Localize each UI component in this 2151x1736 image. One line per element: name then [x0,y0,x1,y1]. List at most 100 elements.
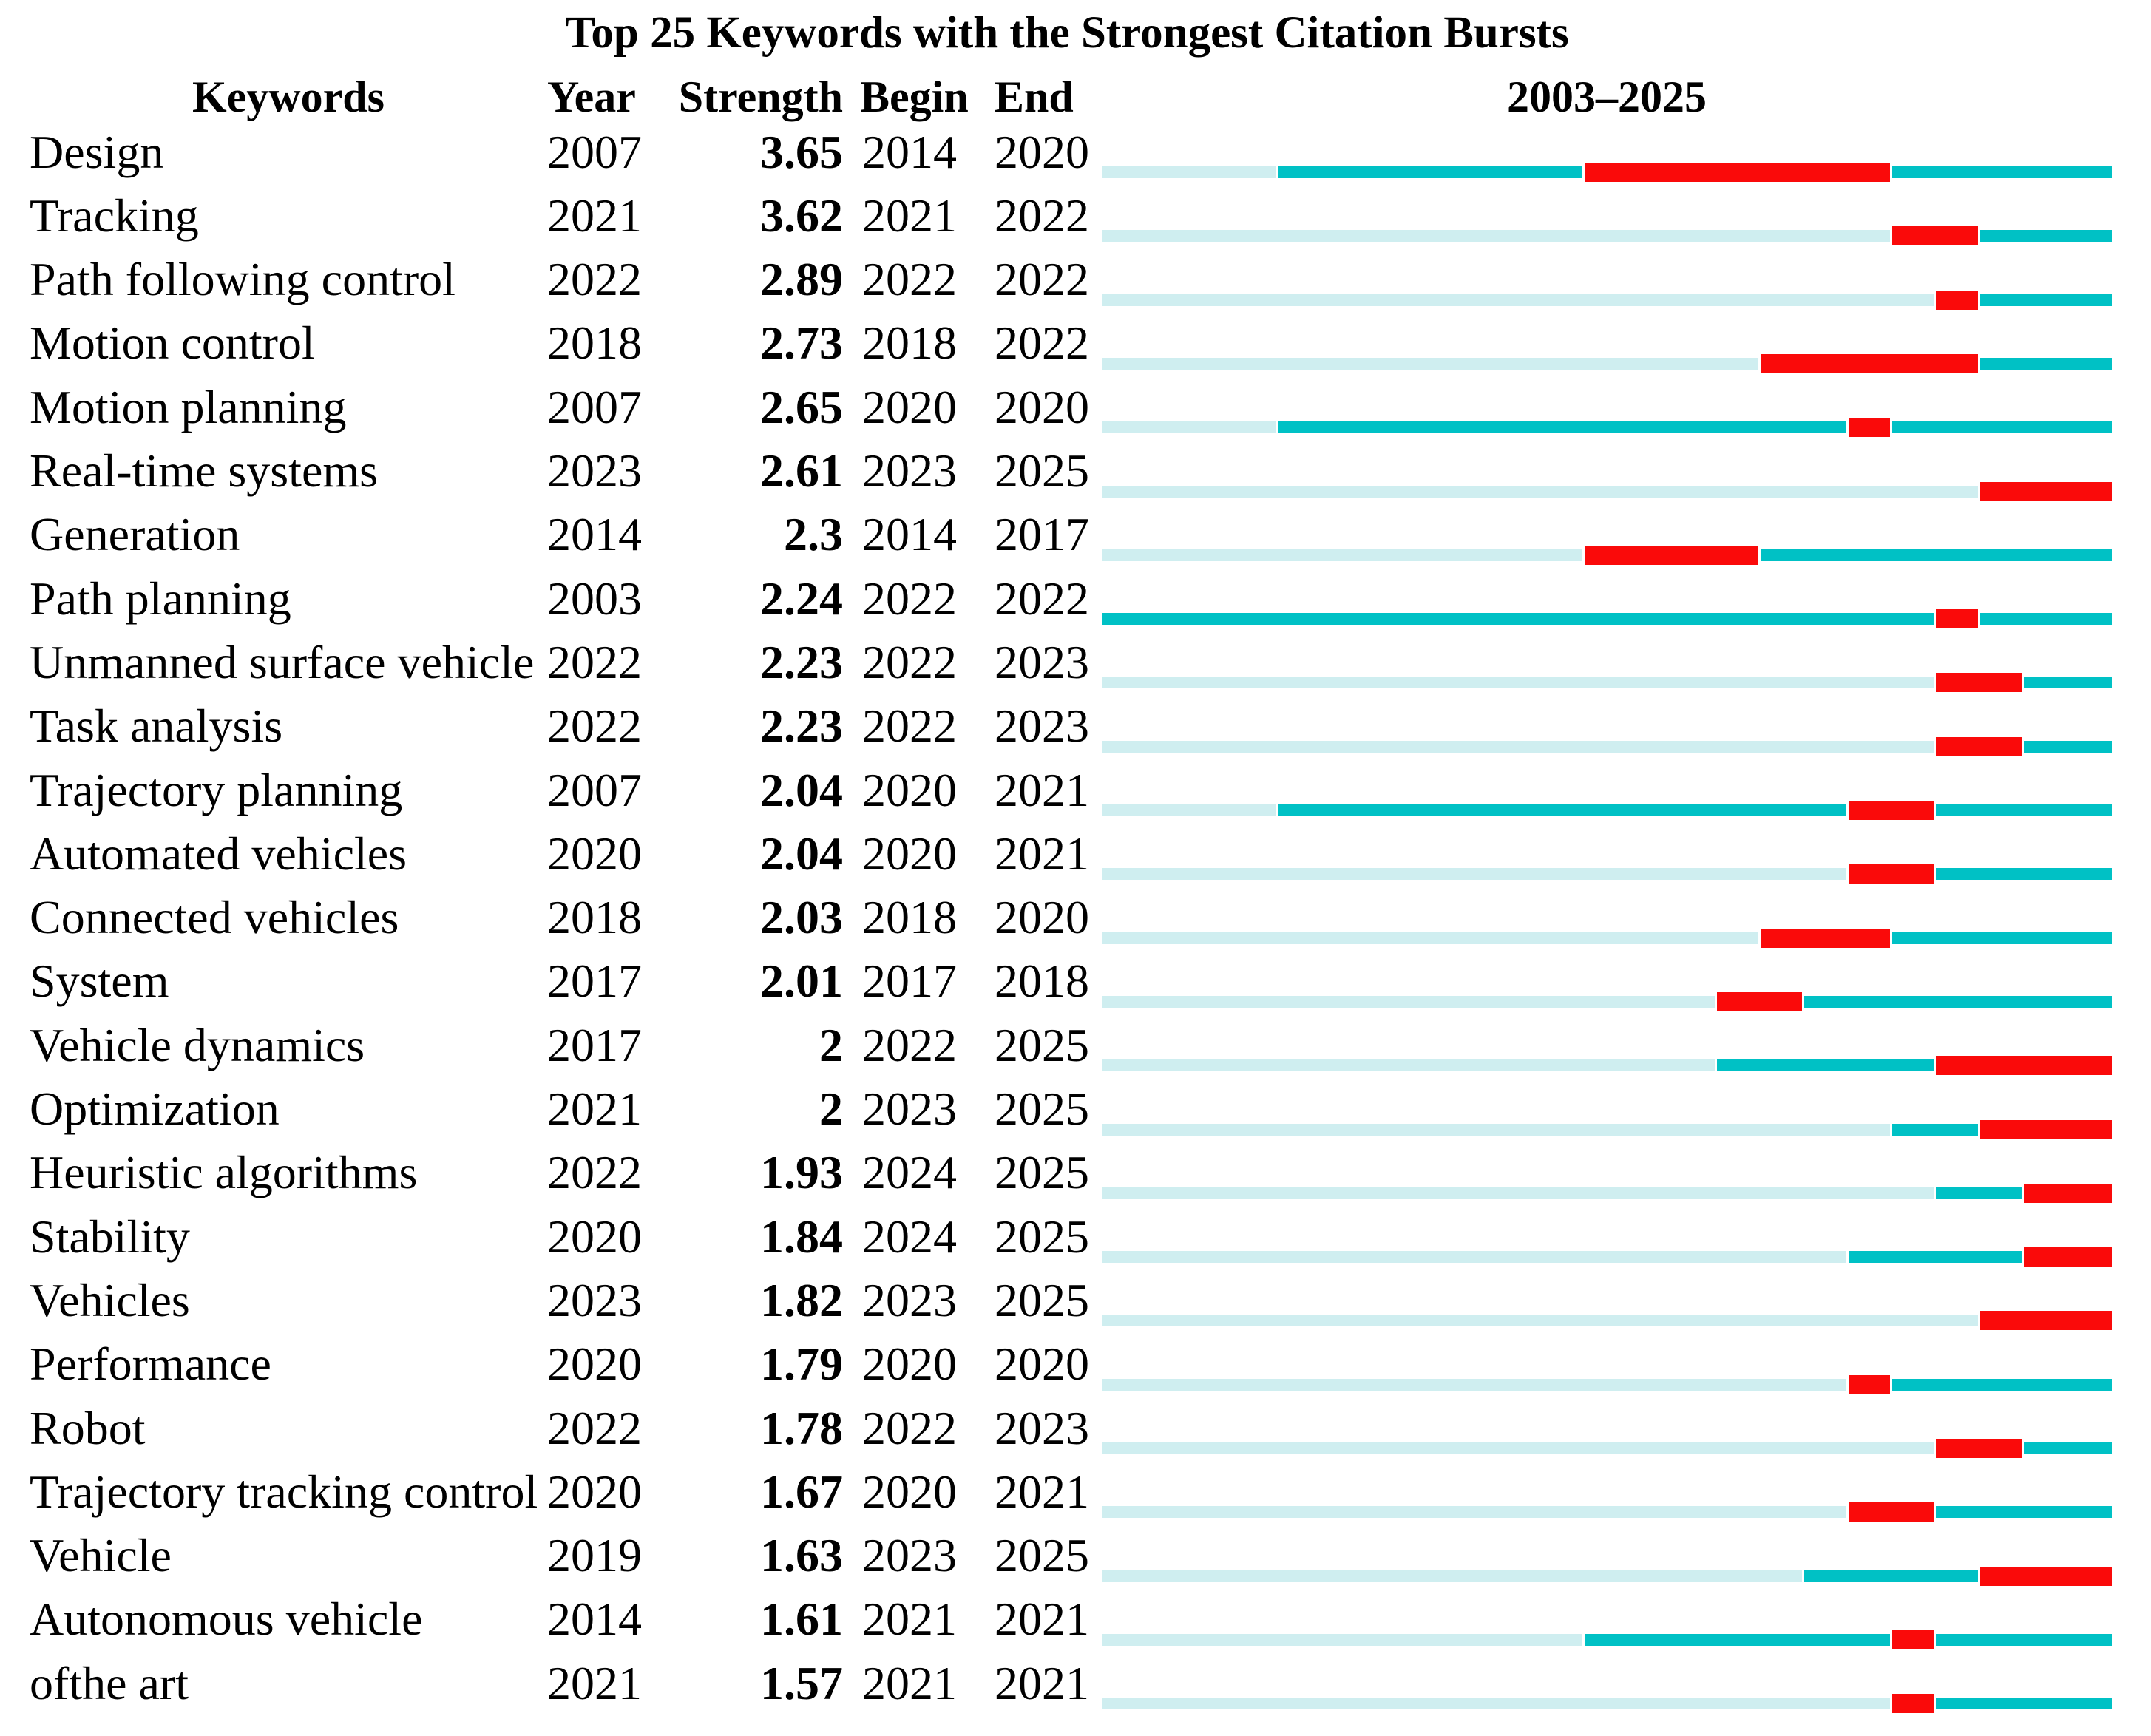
column-header-end: End [995,72,1074,121]
burst-segment [1848,418,1891,438]
burst-segment [1585,163,1890,182]
year-cell: 2021 [547,1656,642,1709]
timeline-bar [1102,1055,2112,1076]
end-cell: 2025 [995,1018,1089,1071]
begin-cell: 2021 [862,1656,957,1709]
timeline-bar [1102,736,2112,757]
end-cell: 2022 [995,253,1089,306]
pre-appearance-segment [1102,230,1890,243]
begin-cell: 2024 [862,1210,957,1263]
keyword-cell: Heuristic algorithms [30,1146,418,1199]
end-cell: 2020 [995,380,1089,433]
table-row: Vehicle dynamics 2017 2 2022 2025 [0,1013,2151,1077]
pre-appearance-segment [1102,421,1276,434]
end-cell: 2017 [995,508,1089,561]
begin-cell: 2022 [862,699,957,753]
active-segment [1848,1251,2022,1264]
keyword-cell: Vehicle [30,1529,172,1582]
timeline-bar [1102,800,2112,821]
begin-cell: 2014 [862,508,957,561]
strength-cell: 1.67 [760,1465,843,1518]
end-cell: 2021 [995,763,1089,816]
burst-segment [1716,991,1803,1011]
year-cell: 2022 [547,635,642,688]
pre-appearance-segment [1102,1506,1846,1519]
active-segment [1936,1633,2112,1646]
burst-segment [1936,736,2022,756]
begin-cell: 2023 [862,444,957,497]
active-segment [1892,421,2112,434]
strength-cell: 1.82 [760,1273,843,1326]
begin-cell: 2022 [862,572,957,625]
keyword-cell: Optimization [30,1082,280,1135]
table-row: Generation 2014 2.3 2014 2017 [0,503,2151,567]
timeline-bar [1102,1183,2112,1204]
strength-cell: 2.03 [760,891,843,944]
end-cell: 2023 [995,635,1089,688]
table-row: Connected vehicles 2018 2.03 2018 2020 [0,886,2151,950]
begin-cell: 2022 [862,253,957,306]
active-segment [2024,740,2112,753]
end-cell: 2020 [995,1337,1089,1391]
keyword-cell: Motion planning [30,380,347,433]
year-cell: 2022 [547,253,642,306]
begin-cell: 2020 [862,1465,957,1518]
timeline-bar [1102,290,2112,311]
burst-segment [2024,1183,2112,1203]
keyword-cell: Task analysis [30,699,283,753]
strength-cell: 2.24 [760,572,843,625]
active-segment [1716,1059,1934,1072]
begin-cell: 2022 [862,1401,957,1454]
year-cell: 2018 [547,316,642,370]
burst-segment [1936,1056,2112,1076]
year-cell: 2003 [547,572,642,625]
year-cell: 2022 [547,1401,642,1454]
pre-appearance-segment [1102,1633,1583,1646]
year-cell: 2020 [547,1337,642,1391]
table-row: Vehicle 2019 1.63 2023 2025 [0,1524,2151,1588]
begin-cell: 2018 [862,891,957,944]
column-header-begin: Begin [860,72,969,121]
active-segment [1277,421,1846,434]
active-segment [1979,613,2112,625]
year-cell: 2023 [547,444,642,497]
timeline-bar [1102,162,2112,183]
active-segment [1892,166,2112,178]
burst-segment [1848,801,1934,820]
active-segment [1760,549,2112,561]
active-segment [2024,1442,2112,1454]
burst-segment [1979,1566,2112,1586]
keyword-cell: Automated vehicles [30,827,407,880]
pre-appearance-segment [1102,740,1934,753]
burst-segment [1936,609,1978,629]
year-cell: 2017 [547,955,642,1008]
table-row: Optimization 2021 2 2023 2025 [0,1077,2151,1142]
figure-title: Top 25 Keywords with the Strongest Citat… [565,8,1569,58]
begin-cell: 2023 [862,1529,957,1582]
active-segment [2024,677,2112,689]
timeline-bar [1102,991,2112,1012]
pre-appearance-segment [1102,1698,1890,1710]
active-segment [1936,1187,2022,1199]
begin-cell: 2023 [862,1273,957,1326]
year-cell: 2023 [547,1273,642,1326]
table-row: Trajectory planning 2007 2.04 2020 2021 [0,758,2151,822]
strength-cell: 2.01 [760,955,843,1008]
table-row: Design 2007 3.65 2014 2020 [0,120,2151,184]
timeline-bar [1102,226,2112,246]
timeline-bar [1102,1502,2112,1522]
active-segment [1936,1698,2112,1710]
keyword-cell: Connected vehicles [30,891,399,944]
end-cell: 2022 [995,572,1089,625]
end-cell: 2023 [995,699,1089,753]
table-row: Real-time systems 2023 2.61 2023 2025 [0,439,2151,503]
begin-cell: 2021 [862,189,957,242]
pre-appearance-segment [1102,804,1276,816]
year-cell: 2014 [547,1593,642,1646]
end-cell: 2025 [995,1082,1089,1135]
pre-appearance-segment [1102,1315,1978,1327]
end-cell: 2021 [995,1465,1089,1518]
keyword-cell: Design [30,125,164,178]
active-segment [1936,868,2112,881]
begin-cell: 2023 [862,1082,957,1135]
